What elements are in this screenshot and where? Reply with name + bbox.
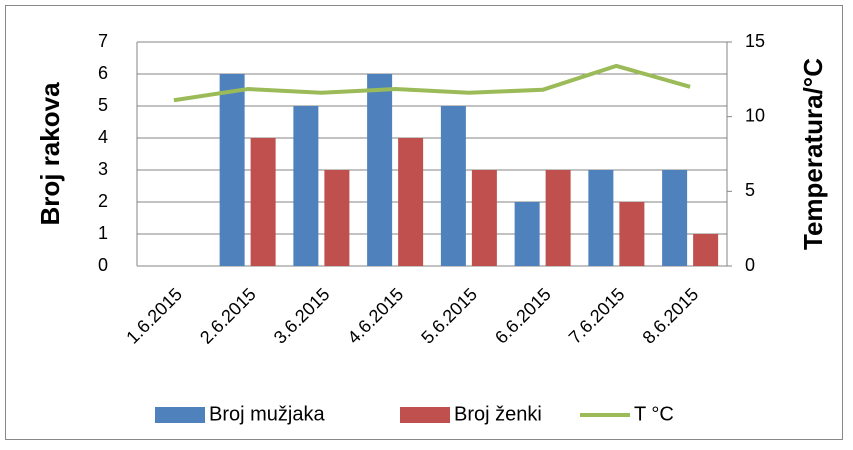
bar (367, 74, 393, 266)
legend-swatch (155, 407, 205, 423)
y2-axis-title: Temperatura/°C (798, 58, 828, 250)
chart-border (5, 5, 843, 440)
line-series (173, 63, 691, 103)
bar (693, 234, 719, 266)
bar (324, 170, 350, 266)
bar (514, 202, 540, 266)
bar (545, 170, 571, 266)
bar (440, 106, 466, 266)
bar (619, 202, 645, 266)
bar (398, 138, 424, 266)
bar (588, 170, 614, 266)
y-tick-label: 2 (98, 191, 108, 211)
y-axis-title: Broj rakova (35, 82, 65, 226)
bar (662, 170, 688, 266)
y-tick-label: 3 (98, 159, 108, 179)
legend-label: T °C (634, 403, 674, 425)
y2-tick-label: 5 (745, 180, 755, 200)
y2-tick-label: 10 (745, 105, 765, 125)
y-tick-label: 0 (98, 255, 108, 275)
bar (219, 74, 245, 266)
y-tick-label: 6 (98, 63, 108, 83)
legend-label: Broj mužjaka (209, 403, 325, 425)
y2-tick-label: 15 (745, 31, 765, 51)
legend-label: Broj ženki (454, 403, 542, 425)
bar (471, 170, 497, 266)
y-tick-label: 5 (98, 95, 108, 115)
y-tick-label: 4 (98, 127, 108, 147)
legend-swatch (400, 407, 450, 423)
y-tick-label: 7 (98, 31, 108, 51)
y2-tick-label: 0 (745, 255, 755, 275)
bar (250, 138, 276, 266)
bar (293, 106, 319, 266)
y-tick-label: 1 (98, 223, 108, 243)
